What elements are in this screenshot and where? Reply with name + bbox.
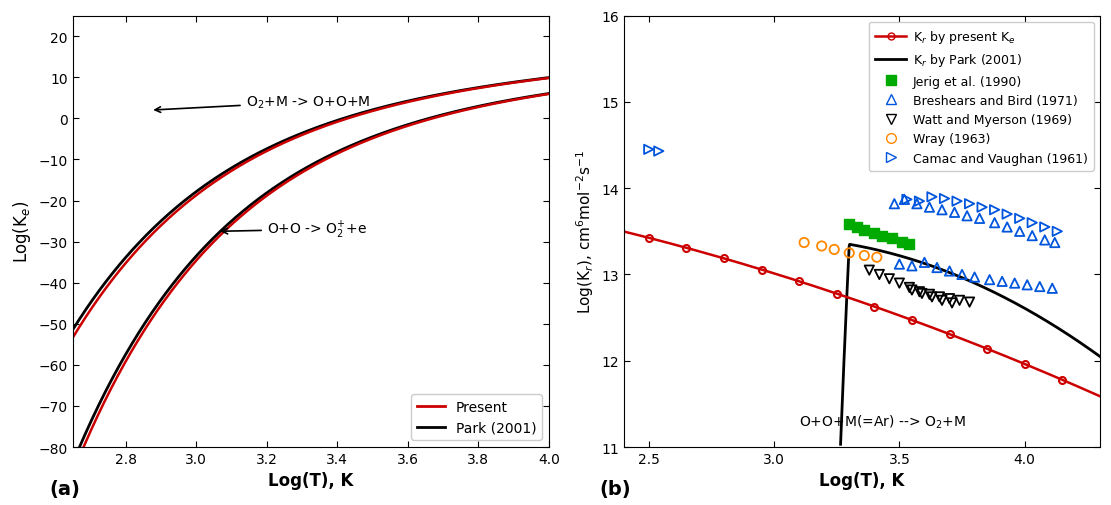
Point	[1019, 281, 1037, 289]
Point	[923, 293, 941, 301]
X-axis label: Log(T), K: Log(T), K	[268, 472, 353, 489]
Point	[911, 288, 929, 296]
Point	[958, 212, 975, 220]
Point	[903, 262, 921, 270]
Point	[885, 200, 903, 209]
Point	[961, 200, 979, 209]
Point	[985, 207, 1003, 215]
Point	[933, 207, 951, 215]
Point	[903, 286, 921, 294]
Point	[825, 246, 843, 254]
Text: O+O+M(=Ar) --> O$_{2}$+M: O+O+M(=Ar) --> O$_{2}$+M	[799, 413, 967, 430]
Text: (b): (b)	[600, 480, 631, 498]
Point	[891, 261, 909, 269]
Point	[868, 254, 885, 262]
Point	[945, 209, 963, 217]
Point	[961, 298, 979, 307]
Point	[813, 242, 831, 250]
Point	[893, 238, 911, 246]
Text: (a): (a)	[49, 480, 80, 498]
Point	[951, 297, 969, 305]
Point	[891, 279, 909, 287]
Point	[1023, 219, 1041, 227]
Point	[921, 291, 939, 299]
Point	[1031, 283, 1049, 291]
Point	[883, 235, 901, 243]
Point	[901, 241, 919, 249]
Point	[898, 196, 915, 204]
Point	[848, 224, 865, 232]
Point	[901, 284, 919, 292]
Point	[1045, 239, 1063, 247]
Point	[999, 211, 1017, 219]
Point	[923, 193, 941, 201]
Point	[840, 249, 858, 258]
Point	[880, 275, 898, 283]
Point	[1023, 232, 1041, 240]
Point	[873, 232, 891, 240]
Point	[895, 196, 913, 204]
Legend: K$_{r}$ by present K$_{e}$, K$_{r}$ by Park (2001), Jerig et al. (1990), Breshea: K$_{r}$ by present K$_{e}$, K$_{r}$ by P…	[869, 23, 1093, 172]
Point	[650, 148, 668, 156]
Point	[1005, 279, 1023, 287]
Point	[943, 299, 961, 308]
Point	[1011, 215, 1029, 223]
Point	[948, 197, 965, 206]
Point	[1035, 224, 1053, 232]
Point	[1035, 236, 1053, 244]
Point	[985, 219, 1003, 227]
Legend: Present, Park (2001): Present, Park (2001)	[411, 394, 542, 440]
Point	[1043, 285, 1061, 293]
Point	[993, 278, 1011, 286]
Point	[795, 239, 813, 247]
Point	[860, 267, 878, 275]
Point	[840, 221, 858, 229]
Point	[921, 204, 939, 212]
Point	[973, 204, 991, 212]
Point	[999, 224, 1017, 232]
Y-axis label: Log(K$_{e}$): Log(K$_{e}$)	[11, 201, 33, 263]
Point	[965, 274, 983, 282]
Point	[865, 230, 883, 238]
Point	[928, 264, 945, 272]
Point	[913, 290, 931, 298]
Point	[908, 200, 925, 209]
Point	[981, 276, 999, 284]
Point	[870, 271, 888, 279]
Point	[915, 259, 933, 267]
Point	[1049, 228, 1067, 236]
Point	[911, 197, 929, 206]
Point	[935, 195, 953, 203]
Point	[1011, 228, 1029, 236]
Text: O+O -> O$_{2}^{+}$+e: O+O -> O$_{2}^{+}$+e	[222, 219, 367, 240]
Point	[855, 252, 873, 260]
Point	[941, 268, 959, 276]
Point	[855, 226, 873, 234]
Point	[941, 295, 959, 303]
Y-axis label: Log(K$_{r}$), cm$^{6}$mol$^{-2}$s$^{-1}$: Log(K$_{r}$), cm$^{6}$mol$^{-2}$s$^{-1}$	[573, 150, 595, 314]
Point	[971, 215, 989, 223]
Point	[953, 271, 971, 279]
Text: O$_{2}$+M -> O+O+M: O$_{2}$+M -> O+O+M	[156, 94, 370, 113]
Point	[640, 146, 658, 154]
X-axis label: Log(T), K: Log(T), K	[819, 472, 904, 489]
Point	[933, 297, 951, 305]
Point	[931, 293, 949, 301]
